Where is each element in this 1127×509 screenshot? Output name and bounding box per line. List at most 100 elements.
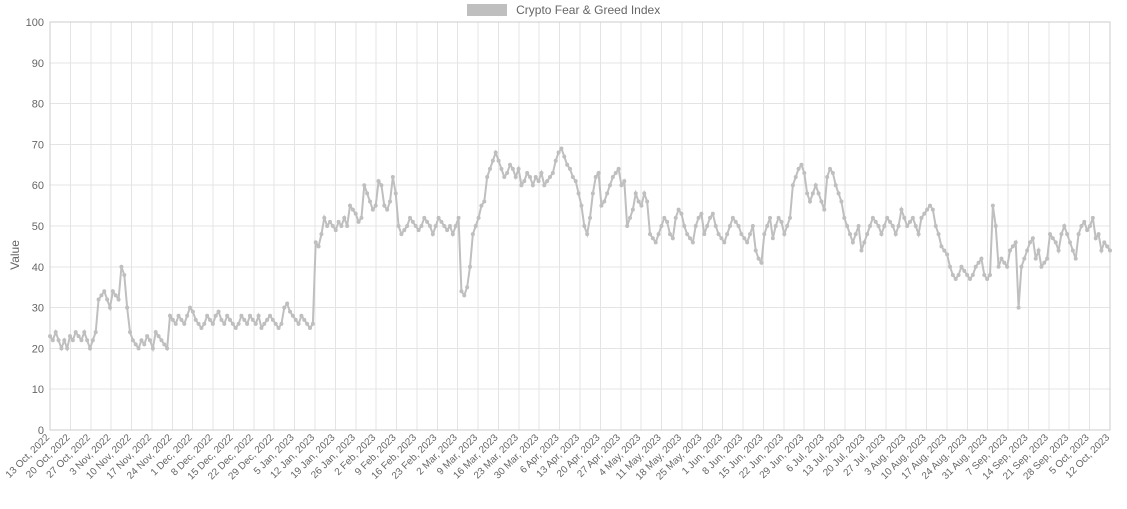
data-point — [157, 334, 161, 338]
data-point — [731, 216, 735, 220]
data-point — [819, 200, 823, 204]
data-point — [74, 330, 78, 334]
data-point — [585, 232, 589, 236]
data-point — [577, 191, 581, 195]
data-point — [1077, 232, 1081, 236]
data-point — [151, 346, 155, 350]
data-point — [1088, 224, 1092, 228]
data-point — [751, 224, 755, 228]
data-point — [985, 277, 989, 281]
data-point — [948, 265, 952, 269]
data-point — [739, 232, 743, 236]
data-point — [622, 179, 626, 183]
data-point — [505, 171, 509, 175]
data-point — [1028, 240, 1032, 244]
data-point — [631, 208, 635, 212]
data-point — [811, 191, 815, 195]
data-point — [322, 216, 326, 220]
data-point — [848, 232, 852, 236]
data-point — [205, 314, 209, 318]
data-point — [108, 306, 112, 310]
data-point — [185, 314, 189, 318]
data-point — [259, 326, 263, 330]
data-point — [694, 224, 698, 228]
data-point — [1102, 240, 1106, 244]
data-point — [211, 322, 215, 326]
data-point — [522, 179, 526, 183]
data-point — [291, 314, 295, 318]
data-point — [79, 338, 83, 342]
data-point — [391, 175, 395, 179]
data-point — [974, 265, 978, 269]
data-point — [782, 232, 786, 236]
data-point — [759, 261, 763, 265]
data-point — [708, 216, 712, 220]
data-point — [325, 224, 329, 228]
data-point — [48, 334, 52, 338]
data-point — [85, 338, 89, 342]
data-point — [657, 232, 661, 236]
data-point — [937, 232, 941, 236]
data-point — [1074, 257, 1078, 261]
data-point — [122, 273, 126, 277]
data-point — [359, 216, 363, 220]
data-point — [774, 224, 778, 228]
data-point — [611, 175, 615, 179]
data-point — [468, 265, 472, 269]
data-point — [648, 232, 652, 236]
data-point — [1085, 228, 1089, 232]
data-point — [654, 240, 658, 244]
data-point — [871, 216, 875, 220]
data-point — [448, 224, 452, 228]
data-point — [808, 200, 812, 204]
data-point — [785, 224, 789, 228]
data-point — [999, 257, 1003, 261]
data-point — [888, 220, 892, 224]
data-point — [134, 342, 138, 346]
data-point — [574, 179, 578, 183]
data-point — [1068, 240, 1072, 244]
data-point — [922, 212, 926, 216]
data-point — [865, 232, 869, 236]
data-point — [719, 236, 723, 240]
data-point — [602, 200, 606, 204]
data-point — [168, 314, 172, 318]
data-point — [1042, 261, 1046, 265]
data-point — [471, 232, 475, 236]
data-point — [394, 191, 398, 195]
data-point — [959, 265, 963, 269]
data-point — [357, 220, 361, 224]
data-point — [214, 314, 218, 318]
data-point — [551, 171, 555, 175]
data-point — [114, 293, 118, 297]
data-point — [562, 155, 566, 159]
data-point — [554, 159, 558, 163]
data-point — [691, 240, 695, 244]
data-point — [1017, 306, 1021, 310]
y-tick-label: 20 — [32, 343, 44, 355]
data-point — [1059, 232, 1063, 236]
data-point — [934, 224, 938, 228]
data-point — [362, 183, 366, 187]
data-point — [791, 183, 795, 187]
data-point — [485, 175, 489, 179]
data-point — [234, 326, 238, 330]
data-point — [142, 342, 146, 346]
data-point — [199, 326, 203, 330]
data-point — [465, 285, 469, 289]
data-point — [262, 322, 266, 326]
data-point — [242, 318, 246, 322]
data-point — [528, 175, 532, 179]
data-point — [862, 240, 866, 244]
data-point — [1002, 261, 1006, 265]
data-point — [714, 224, 718, 228]
data-point — [688, 236, 692, 240]
data-point — [282, 306, 286, 310]
data-point — [908, 220, 912, 224]
data-point — [625, 224, 629, 228]
data-point — [788, 216, 792, 220]
data-point — [297, 322, 301, 326]
data-point — [762, 232, 766, 236]
data-point — [517, 167, 521, 171]
data-point — [59, 346, 63, 350]
